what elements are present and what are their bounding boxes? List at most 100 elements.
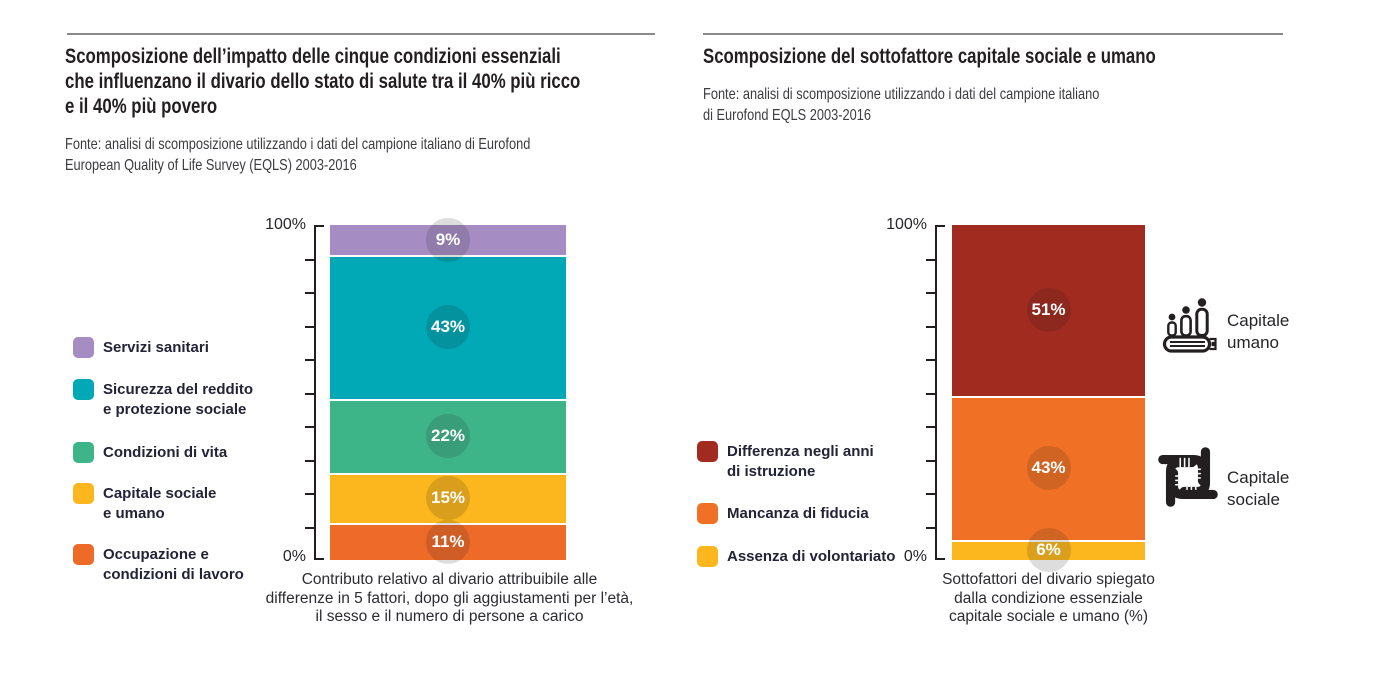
legend-label-line: Occupazione e (103, 546, 209, 563)
stacked-bar-left: 9% 43% 22% 15% 11% (330, 218, 566, 564)
legend-swatch (73, 337, 94, 358)
source-line: European Quality of Life Survey (EQLS) 2… (65, 157, 357, 174)
legend-label-line: Condizioni di vita (103, 444, 228, 461)
icon-label-line: Capitale (1227, 311, 1290, 330)
value-label: 9% (426, 218, 470, 263)
icon-label-line: umano (1227, 333, 1279, 352)
legend-item-sicurezza-reddito: Sicurezza del reddito e protezione socia… (73, 379, 253, 420)
title-line: Scomposizione del sottofattore capitale … (703, 45, 1156, 68)
title-line: che influenzano il divario dello stato d… (65, 70, 581, 93)
legend-label: Servizi sanitari (103, 337, 209, 358)
legend-label-line: condizioni di lavoro (103, 566, 244, 583)
source-line: Fonte: analisi di scomposizione utilizza… (703, 86, 1100, 103)
bar-segment (952, 539, 1145, 560)
axis-tick (926, 392, 935, 395)
legend-label: Condizioni di vita (103, 442, 227, 463)
legend-label: Mancanza di fiducia (727, 503, 869, 524)
source-note: Fonte: analisi di scomposizione utilizza… (703, 84, 1099, 126)
source-line: di Eurofond EQLS 2003-2016 (703, 107, 871, 124)
value-label: 43% (426, 305, 470, 350)
legend-label: Assenza di volontariato (727, 546, 895, 567)
legend-swatch (697, 546, 718, 567)
source-note: Fonte: analisi di scomposizione utilizza… (65, 134, 530, 176)
caption-line: Contributo relativo al divario attribuib… (301, 571, 598, 588)
title-line: e il 40% più povero (65, 95, 218, 118)
legend-label-line: Differenza negli anni (727, 443, 874, 460)
value-label: 11% (426, 519, 470, 564)
y-axis-max-label: 100% (265, 216, 306, 233)
divider-rule (703, 33, 1283, 35)
legend-item-servizi-sanitari: Servizi sanitari (73, 337, 209, 358)
legend-item-capitale-sociale-umano: Capitale sociale e umano (73, 483, 216, 524)
axis-tick (926, 258, 935, 261)
source-line: Fonte: analisi di scomposizione utilizza… (65, 136, 531, 153)
bar-segment (330, 399, 566, 473)
axis-tick (305, 292, 314, 294)
caption-line: differenze in 5 fattori, dopo gli aggius… (265, 589, 634, 607)
page-title: Scomposizione dell’impatto delle cinque … (65, 44, 580, 119)
y-axis (926, 225, 945, 560)
bar-segment (952, 395, 1145, 540)
axis-tick (305, 526, 314, 529)
icon-label-line: Capitale (1227, 468, 1290, 487)
axis-tick (314, 225, 324, 227)
axis-tick (926, 325, 935, 328)
legend-item-condizioni-di-vita: Condizioni di vita (73, 442, 227, 463)
axis-tick (926, 292, 935, 294)
bar-segment (330, 255, 566, 400)
legend-label-line: Mancanza di fiducia (727, 505, 869, 522)
axis-tick (305, 392, 314, 395)
legend-item-assenza-volontariato: Assenza di volontariato (697, 546, 895, 567)
y-axis-min-label: 0% (903, 548, 927, 565)
bar-segment (330, 225, 566, 256)
legend-item-mancanza-fiducia: Mancanza di fiducia (697, 503, 869, 524)
legend-swatch (697, 441, 718, 462)
value-label: 15% (426, 476, 470, 521)
axis-tick (305, 325, 314, 328)
legend-swatch (73, 379, 94, 400)
page-title: Scomposizione del sottofattore capitale … (703, 44, 1156, 69)
axis-tick (926, 526, 935, 529)
legend-label-line: Sicurezza del reddito (103, 381, 254, 398)
icon-label-line: sociale (1227, 490, 1280, 509)
axis-tick (935, 558, 945, 560)
axis-tick (935, 225, 945, 227)
title-line: Scomposizione dell’impatto delle cinque … (65, 45, 561, 68)
y-axis (305, 225, 324, 560)
legend-label: Occupazione e condizioni di lavoro (103, 544, 244, 585)
stacked-bar-right: 51% 43% 6% (952, 225, 1145, 572)
axis-tick (305, 426, 314, 428)
legend-label: Capitale sociale e umano (103, 483, 216, 524)
y-axis-max-label: 100% (886, 216, 927, 233)
legend-swatch (697, 503, 718, 524)
human-capital-label: Capitale umano (1227, 310, 1289, 354)
legend-label-line: Capitale sociale (103, 485, 217, 502)
axis-tick (314, 558, 324, 560)
legend-item-occupazione-lavoro: Occupazione e condizioni di lavoro (73, 544, 244, 585)
axis-tick (926, 426, 935, 428)
value-label: 6% (1026, 527, 1071, 572)
legend-swatch (73, 483, 94, 504)
legend-swatch (73, 544, 94, 565)
human-capital-icon (1162, 292, 1218, 361)
social-capital-icon (1157, 446, 1219, 513)
caption-line: Sottofattori del divario spiegato (942, 571, 1155, 588)
divider-rule (67, 33, 655, 35)
bar-segment (330, 472, 566, 524)
legend-label-line: e protezione sociale (103, 401, 247, 418)
caption-line: dalla condizione essenziale (954, 589, 1143, 607)
axis-tick (926, 459, 935, 462)
value-label: 51% (1026, 288, 1071, 333)
axis-tick (305, 459, 314, 462)
legend-label-line: Assenza di volontariato (727, 548, 896, 565)
legend-label-line: e umano (103, 505, 165, 522)
legend-label-line: di istruzione (727, 463, 816, 480)
legend-label: Sicurezza del reddito e protezione socia… (103, 379, 253, 420)
value-label: 22% (426, 414, 470, 459)
y-axis-min-label: 0% (282, 548, 306, 565)
social-capital-label: Capitale sociale (1227, 467, 1289, 511)
bar-segment (330, 523, 566, 560)
legend-item-anni-istruzione: Differenza negli anni di istruzione (697, 441, 874, 482)
bar-segment (952, 225, 1145, 396)
legend-label: Differenza negli anni di istruzione (727, 441, 874, 482)
